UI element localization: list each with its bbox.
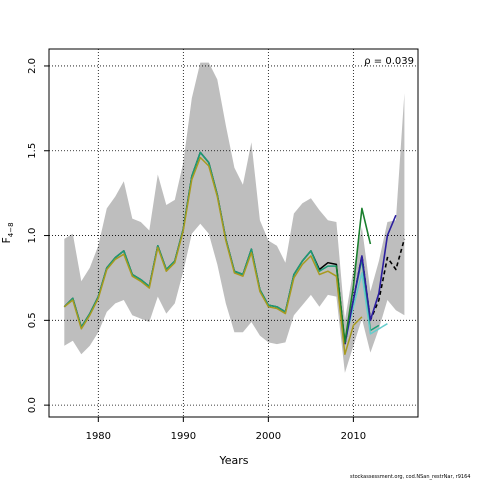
- x-tick-label: 1980: [86, 431, 111, 442]
- footer-credit: stockassessment.org, cod.NSan_restrNar, …: [350, 474, 471, 480]
- x-tick-label: 2010: [341, 431, 366, 442]
- y-axis-title-sub: 4−8: [7, 222, 15, 237]
- series-line-5: [344, 214, 397, 345]
- series-line-7: [63, 156, 363, 356]
- x-axis-title: Years: [218, 454, 248, 467]
- confidence-band: [64, 62, 405, 373]
- y-tick-label: 1.5: [27, 143, 38, 159]
- axis-layer: 1980 1990 2000 2010 0.0 0.5 1.0 1.5 2.0: [27, 58, 366, 442]
- x-tick-label: 2000: [256, 431, 281, 442]
- rho-annotation: ρ = 0.039: [364, 56, 414, 67]
- series-line-6: [335, 207, 372, 344]
- y-axis-title: F4−8: [0, 222, 15, 243]
- series-line-4: [344, 272, 388, 343]
- plot-frame: [48, 48, 419, 418]
- y-tick-label: 1.0: [27, 228, 38, 244]
- series-layer: [63, 151, 406, 356]
- y-tick-label: 0.5: [27, 312, 38, 328]
- y-tick-label: 0.0: [27, 397, 38, 413]
- confidence-band-layer: [64, 62, 405, 373]
- y-axis-title-base: F: [0, 237, 13, 243]
- y-tick-label: 2.0: [27, 58, 38, 74]
- x-tick-label: 1990: [171, 431, 196, 442]
